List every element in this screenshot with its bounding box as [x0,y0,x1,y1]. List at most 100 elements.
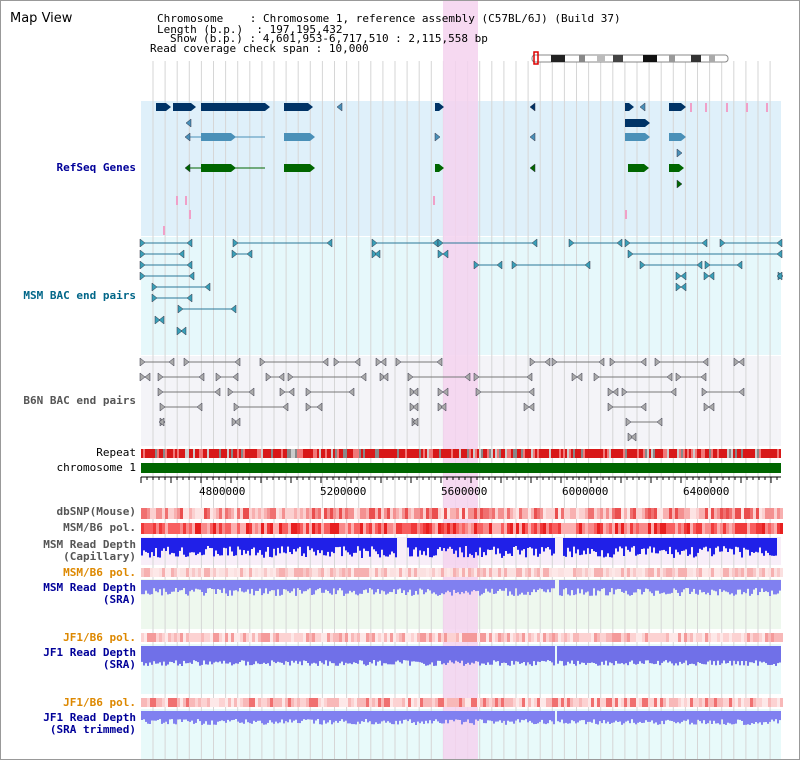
heat-cell [222,568,225,577]
track-label-b6n-bac[interactable]: B6N BAC end pairs [23,394,136,407]
depth-bar [735,711,737,724]
heat-cell [597,698,600,707]
repeat-segment [437,449,439,458]
depth-bar [329,538,331,557]
depth-bar [447,646,449,663]
heat-cell [468,568,471,577]
depth-bar [711,646,713,665]
heat-cell [255,508,258,519]
feature-arrow [568,238,575,248]
depth-bar [661,646,663,663]
depth-bar [483,646,485,664]
feature-arrow [708,271,715,281]
track-label-jf1-depth[interactable]: JF1 Read Depth (SRA) [43,646,136,671]
repeat-segment [537,449,539,458]
heat-cell [159,568,162,577]
feature-arrow [639,102,646,112]
depth-bar [223,711,225,722]
depth-bar [141,538,143,556]
heat-cell [309,523,312,534]
heat-cell [666,698,669,707]
track-label-dbsnp[interactable]: dbSNP(Mouse) [56,505,136,518]
heat-cell [660,523,663,534]
depth-bar [547,580,549,590]
repeat-segment [551,449,553,458]
repeat-segment [227,449,229,458]
heat-cell [609,633,612,642]
depth-bar [335,711,337,721]
feature-arrow [440,402,447,412]
depth-bar [723,538,725,547]
depth-bar [355,538,357,553]
depth-bar [581,580,583,590]
heat-cell [738,508,741,519]
track-label-msm-b6-pol[interactable]: MSM/B6 pol. [63,521,136,534]
depth-bar [727,580,729,593]
heat-cell [660,508,663,519]
track-label-jf1-depth-trimmed[interactable]: JF1 Read Depth (SRA trimmed) [43,711,136,736]
depth-bar [671,580,673,593]
repeat-segment [599,449,601,458]
repeat-segment [219,449,221,458]
feature-arrow [529,132,536,142]
feature-arrow [625,417,632,427]
track-label-jf1-pol[interactable]: JF1/B6 pol. [63,631,136,644]
depth-bar [251,538,253,549]
depth-bar [267,580,269,594]
depth-bar [281,711,283,720]
depth-bar [517,711,519,720]
heat-cell [567,523,570,534]
depth-bar [245,711,247,720]
heat-cell [645,508,648,519]
depth-bar [603,580,605,589]
repeat-segment [737,449,739,458]
depth-bar [159,538,161,558]
heat-cell [429,523,432,534]
track-label-msm-depth-sra[interactable]: MSM Read Depth (SRA) [43,581,136,606]
depth-bar [457,646,459,662]
depth-bar [379,538,381,558]
depth-bar [637,538,639,555]
track-label-msm-bac[interactable]: MSM BAC end pairs [23,289,136,302]
heat-cell [516,633,519,642]
depth-bar [211,711,213,721]
depth-bar [427,711,429,724]
track-label-chromosome[interactable]: chromosome 1 [56,461,136,474]
heat-cell [279,633,282,642]
track-label-msm-depth-capillary[interactable]: MSM Read Depth (Capillary) [43,538,136,563]
depth-bar [171,711,173,720]
repeat-segment [325,449,327,458]
depth-bar [421,538,423,555]
repeat-segment [307,449,309,458]
depth-bar [155,646,157,664]
heat-cell [246,633,249,642]
heat-cell [516,523,519,534]
heat-cell [549,698,552,707]
repeat-segment [445,449,447,458]
repeat-segment [237,449,239,458]
heat-cell [600,568,603,577]
heat-cell [576,633,579,642]
heat-cell [321,633,324,642]
heat-cell [225,633,228,642]
heat-cell [672,698,675,707]
track-label-repeat[interactable]: Repeat [96,446,136,459]
repeat-segment [749,449,751,458]
heat-cell [525,523,528,534]
feature-arrow [246,249,253,259]
heat-cell [465,633,468,642]
track-label-refseq[interactable]: RefSeq Genes [56,161,136,174]
track-label-msm-b6-pol-2[interactable]: MSM/B6 pol. [63,566,136,579]
heat-cell [714,523,717,534]
depth-bar [483,538,485,553]
heat-cell [270,508,273,519]
depth-bar [195,711,197,723]
refseq-mark [433,196,435,205]
heat-cell [633,698,636,707]
heat-cell [387,633,390,642]
depth-bar [557,646,559,664]
repeat-segment [581,449,583,458]
heat-cell [774,523,777,534]
depth-bar [515,646,517,662]
track-label-jf1-pol-2[interactable]: JF1/B6 pol. [63,696,136,709]
